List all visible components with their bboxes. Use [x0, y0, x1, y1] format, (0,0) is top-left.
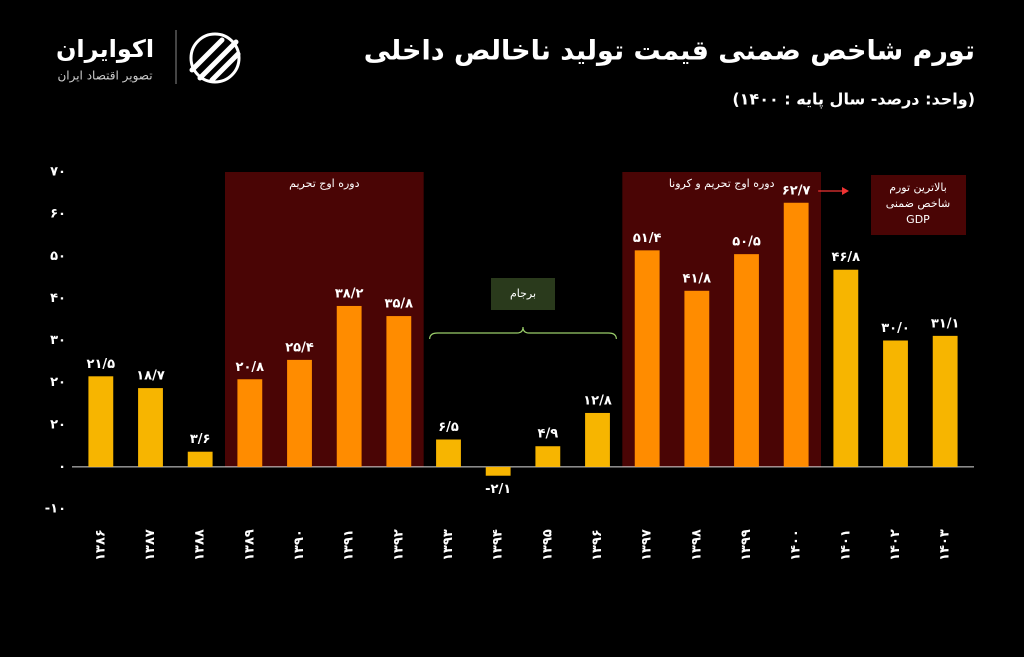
x-tick-label: ۱۳۸۹: [242, 529, 257, 561]
brace-label: برجام: [510, 287, 536, 300]
x-tick-label: ۱۳۹۵: [540, 529, 555, 561]
x-tick-label: ۱۴۰۳: [938, 529, 953, 561]
y-tick-label: ۰: [58, 459, 66, 474]
callout-box: [871, 175, 966, 235]
brand-tagline: تصویر اقتصاد ایران: [57, 69, 152, 84]
period-label: دوره اوج تحریم: [289, 177, 359, 190]
y-tick-label: ۷۰: [50, 165, 66, 180]
x-tick-label: ۱۳۹۰: [292, 529, 307, 561]
bar: [237, 379, 263, 467]
x-tick-label: ۱۳۸۷: [143, 529, 158, 561]
y-tick-label: ۵۰: [50, 249, 66, 264]
x-tick-label: ۱۳۹۱: [342, 529, 357, 561]
bar: [485, 466, 511, 476]
bar: [833, 269, 859, 467]
bar: [585, 412, 610, 467]
value-label: ۵۰/۵: [732, 235, 761, 250]
y-tick-label: ۲۰: [50, 375, 66, 390]
value-label: ۴۱/۸: [683, 271, 712, 286]
bar: [883, 340, 908, 467]
bar: [535, 446, 561, 467]
x-tick-label: ۱۳۸۶: [93, 529, 108, 561]
brace-box: [491, 278, 555, 310]
brand-name: اکوایران: [56, 35, 154, 63]
x-tick-label: ۱۳۸۸: [193, 529, 208, 561]
x-tick-label: ۱۳۹۲: [391, 529, 406, 561]
bar: [634, 250, 660, 467]
bar: [734, 254, 759, 467]
value-label: ۳۱/۱: [931, 316, 960, 331]
x-tick-label: ۱۳۹۹: [739, 529, 754, 561]
bar: [88, 376, 114, 467]
bar: [932, 335, 958, 467]
y-tick-label: ۴۰: [50, 291, 66, 306]
bar: [386, 316, 412, 467]
bar: [436, 439, 461, 467]
callout-text: GDP: [906, 213, 930, 226]
y-tick-label: -۱۰: [45, 502, 66, 517]
chart-title: تورم شاخص ضمنی قیمت تولید ناخالص داخلی: [364, 36, 975, 67]
value-label: -۲/۱: [485, 482, 511, 497]
x-tick-label: ۱۳۹۳: [441, 529, 456, 561]
value-label: ۳۸/۲: [335, 286, 364, 301]
x-tick-label: ۱۳۹۸: [689, 529, 704, 561]
bar: [187, 451, 213, 467]
brace: [429, 326, 617, 340]
brand-logo: [189, 32, 241, 84]
y-tick-label: ۶۰: [50, 207, 66, 222]
value-label: ۳/۶: [190, 432, 211, 447]
x-tick-label: ۱۴۰۰: [789, 529, 804, 561]
value-label: ۴/۹: [538, 427, 559, 442]
value-label: ۲۰/۸: [236, 360, 265, 375]
value-label: ۵۱/۴: [633, 231, 662, 246]
y-tick-label: ۲۰: [50, 417, 66, 432]
period-label: دوره اوج تحریم و کرونا: [669, 177, 775, 190]
bar: [138, 388, 163, 467]
value-label: ۶۲/۷: [782, 183, 811, 198]
chart-subtitle: (واحد: درصد- سال پایه : ۱۴۰۰): [732, 90, 975, 110]
x-tick-label: ۱۳۹۴: [491, 529, 506, 561]
x-tick-label: ۱۳۹۷: [640, 529, 655, 561]
bar: [336, 305, 362, 467]
x-tick-label: ۱۴۰۱: [838, 529, 853, 561]
value-label: ۲۱/۵: [87, 357, 116, 372]
callout-text: شاخص ضمنی: [886, 197, 951, 210]
value-label: ۶/۵: [438, 420, 459, 435]
value-label: ۴۶/۸: [832, 250, 861, 265]
value-label: ۲۵/۴: [285, 340, 314, 355]
bar: [684, 290, 710, 467]
callout-text: بالاترین تورم: [889, 181, 947, 194]
bar: [783, 202, 809, 467]
value-label: ۳۰/۰: [881, 321, 910, 336]
value-label: ۱۸/۷: [136, 369, 165, 384]
y-tick-label: ۳۰: [50, 333, 66, 348]
x-tick-label: ۱۳۹۶: [590, 529, 605, 561]
value-label: ۳۵/۸: [385, 297, 414, 312]
callout-arrowhead: [842, 187, 849, 195]
x-tick-label: ۱۴۰۲: [888, 529, 903, 561]
value-label: ۱۲/۸: [583, 393, 612, 408]
bar: [287, 359, 312, 467]
